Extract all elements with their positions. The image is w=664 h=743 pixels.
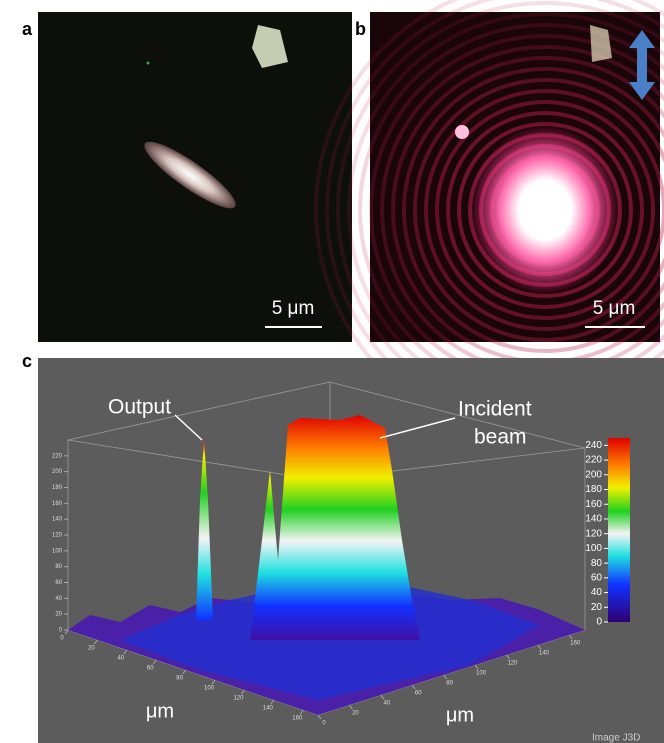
panel-label: c: [22, 351, 32, 371]
output-spot: [455, 125, 469, 139]
colorbar-tick-label: 180: [585, 484, 602, 495]
ring: [413, 78, 664, 342]
z-tick-label: 140: [52, 517, 63, 523]
z-tick-label: 40: [55, 596, 62, 602]
x_axis-tick: [152, 659, 157, 665]
y_axis-tick-label: 0: [322, 721, 326, 727]
y_axis-tick-label: 80: [446, 681, 453, 687]
y_axis-tick: [349, 704, 353, 710]
annotation: beam: [474, 426, 527, 449]
x_axis-tick-label: 120: [233, 696, 244, 702]
y_axis-tick: [537, 644, 542, 650]
z-tick-label: 120: [52, 533, 63, 539]
y_axis-tick-label: 20: [352, 711, 359, 717]
x_axis-tick: [211, 679, 216, 685]
speck: [146, 61, 150, 65]
panel-label: a: [22, 19, 33, 39]
x_axis-tick: [299, 709, 304, 715]
y_axis-tick-label: 140: [539, 651, 550, 657]
ring: [457, 122, 633, 298]
y_axis-tick: [568, 634, 573, 640]
colorbar-tick-label: 60: [591, 572, 603, 583]
colorbar-tick-label: 100: [585, 543, 602, 554]
colorbar-tick-label: 140: [585, 514, 602, 525]
z-tick-label: 20: [55, 612, 62, 618]
y_axis-tick-label: 100: [476, 671, 487, 677]
x_axis-tick: [64, 629, 69, 635]
x_axis-tick-label: 20: [88, 646, 95, 652]
annotation-arrow: [174, 414, 203, 441]
colorbar-tick-label: 40: [591, 587, 603, 598]
annotation: Incident: [458, 398, 532, 421]
y_axis-tick-label: 120: [507, 661, 518, 667]
ring: [424, 89, 664, 331]
colorbar-tick-label: 0: [596, 617, 602, 628]
x_axis-tick-label: 140: [263, 706, 274, 712]
ring: [446, 111, 644, 309]
z-tick-label: 200: [52, 469, 63, 475]
x_axis-tick: [241, 689, 245, 695]
ring: [435, 100, 655, 320]
colorbar: [608, 438, 630, 622]
ring: [402, 67, 664, 353]
y_axis-tick-label: 40: [383, 701, 390, 707]
x_axis-tick-label: 40: [117, 656, 124, 662]
annotation-arrow: [379, 417, 456, 439]
crystal: [252, 25, 288, 68]
x_axis-tick: [270, 699, 275, 705]
annotation: Output: [108, 396, 171, 419]
polarization-arrow: [629, 30, 655, 100]
crystal: [144, 141, 236, 209]
x_axis-label: μm: [146, 700, 174, 722]
y_axis-tick-label: 160: [570, 641, 581, 647]
z-tick-label: 100: [52, 548, 63, 554]
colorbar-tick-label: 120: [585, 528, 602, 539]
x_axis-tick: [182, 669, 187, 675]
surface-output-peak: [196, 438, 213, 620]
colorbar-tick-label: 200: [585, 469, 602, 480]
x_axis-tick-label: 160: [292, 716, 303, 722]
z-tick-label: 60: [55, 580, 62, 586]
x_axis-tick: [123, 649, 128, 655]
surface-main: [250, 415, 420, 640]
colorbar-tick-label: 160: [585, 499, 602, 510]
crystal: [590, 25, 612, 62]
z-tick-label: 220: [52, 453, 63, 459]
y_axis-tick: [474, 664, 479, 670]
watermark: Image J3D: [592, 733, 640, 743]
y_axis-tick: [411, 684, 416, 690]
x_axis-tick-label: 80: [176, 676, 183, 682]
y_axis-tick: [443, 674, 448, 680]
colorbar-tick-label: 20: [591, 602, 603, 613]
colorbar-tick-label: 80: [591, 558, 603, 569]
x_axis-tick-label: 0: [60, 636, 64, 642]
z-tick-label: 180: [52, 485, 63, 491]
z-tick-label: 80: [55, 564, 62, 570]
z-tick-label: 160: [52, 501, 63, 507]
y_axis-tick: [506, 654, 510, 660]
colorbar-tick-label: 220: [585, 455, 602, 466]
colorbar-tick-label: 240: [585, 440, 602, 451]
y_axis-tick: [380, 694, 385, 700]
x_axis-tick: [94, 639, 98, 645]
beam-spot: [470, 125, 620, 295]
y_axis-tick: [317, 714, 322, 720]
surface-base: [120, 585, 540, 700]
z-tick-label: 0: [59, 628, 63, 634]
x_axis-tick-label: 100: [204, 686, 215, 692]
x_axis-tick-label: 60: [147, 666, 154, 672]
y_axis-tick-label: 60: [415, 691, 422, 697]
panel-label: b: [355, 19, 366, 39]
y_axis-label: μm: [446, 704, 474, 726]
scale-bar-label: 5 μm: [272, 298, 315, 319]
scale-bar-label: 5 μm: [593, 298, 636, 319]
